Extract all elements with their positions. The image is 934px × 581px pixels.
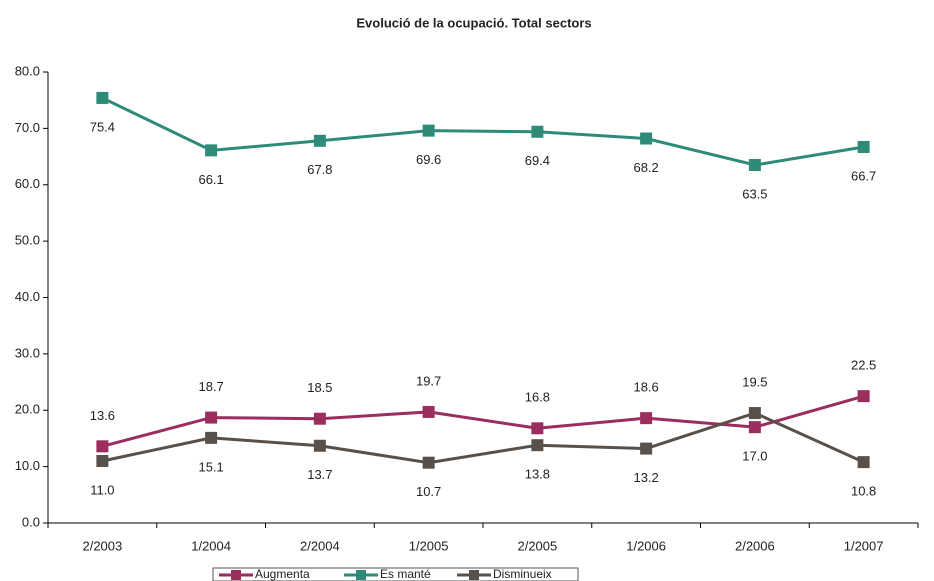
marker <box>205 411 218 424</box>
x-tick-label: 2/2004 <box>300 538 340 553</box>
data-label: 69.4 <box>525 153 550 168</box>
legend-box <box>212 567 579 581</box>
y-tick-label: 10.0 <box>15 458 40 473</box>
data-label: 10.7 <box>416 484 441 499</box>
marker <box>857 456 870 469</box>
series-line <box>101 394 865 448</box>
data-label: 75.4 <box>90 119 115 134</box>
data-label: 69.6 <box>416 152 441 167</box>
data-label: 13.7 <box>307 467 332 482</box>
y-tick-label: 60.0 <box>15 176 40 191</box>
marker <box>531 125 544 138</box>
marker <box>640 412 653 425</box>
x-tick-label: 2/2006 <box>735 538 775 553</box>
marker <box>313 439 326 452</box>
marker <box>531 422 544 435</box>
marker <box>205 431 218 444</box>
marker <box>857 390 870 403</box>
marker <box>96 440 109 453</box>
data-label: 15.1 <box>198 459 223 474</box>
marker <box>748 407 761 420</box>
chart-title: Evolució de la ocupació. Total sectors <box>356 15 591 30</box>
marker <box>748 421 761 434</box>
marker <box>640 132 653 145</box>
data-label: 13.2 <box>633 470 658 485</box>
marker <box>640 442 653 455</box>
y-tick-label: 50.0 <box>15 233 40 248</box>
y-tick-label: 20.0 <box>15 402 40 417</box>
data-label: 17.0 <box>742 449 767 464</box>
legend-label: Es manté <box>380 567 431 581</box>
data-label: 11.0 <box>90 482 114 497</box>
data-label: 63.5 <box>742 186 767 201</box>
marker <box>422 456 435 469</box>
legend-label: Augmenta <box>255 567 310 581</box>
data-label: 18.6 <box>633 380 658 395</box>
data-label: 19.5 <box>742 375 767 390</box>
marker <box>96 454 109 467</box>
x-tick-label: 2/2003 <box>82 538 122 553</box>
data-label: 68.2 <box>633 160 658 175</box>
data-label: 66.7 <box>851 168 876 183</box>
x-tick-label: 1/2004 <box>191 538 231 553</box>
marker <box>313 134 326 147</box>
legend-marker <box>469 570 479 580</box>
y-tick-label: 0.0 <box>22 514 40 529</box>
data-label: 18.5 <box>307 380 332 395</box>
x-tick-label: 1/2005 <box>409 538 449 553</box>
data-label: 10.8 <box>851 484 876 499</box>
data-label: 22.5 <box>851 358 876 373</box>
marker <box>205 144 218 157</box>
legend-marker <box>356 570 366 580</box>
data-label: 67.8 <box>307 162 332 177</box>
marker <box>313 412 326 425</box>
data-label: 16.8 <box>525 390 550 405</box>
y-tick-label: 40.0 <box>15 289 40 304</box>
data-label: 18.7 <box>198 379 223 394</box>
y-tick-label: 80.0 <box>15 63 40 78</box>
data-label: 19.7 <box>416 373 441 388</box>
x-tick-label: 1/2007 <box>844 538 884 553</box>
marker <box>857 140 870 153</box>
marker <box>96 91 109 104</box>
data-label: 66.1 <box>198 172 223 187</box>
marker <box>422 124 435 137</box>
marker <box>748 159 761 172</box>
legend-marker <box>231 570 241 580</box>
marker <box>422 405 435 418</box>
y-tick-label: 70.0 <box>15 120 40 135</box>
y-tick-label: 30.0 <box>15 345 40 360</box>
data-label: 13.8 <box>525 467 550 482</box>
legend-label: Disminueix <box>493 567 552 581</box>
marker <box>531 439 544 452</box>
series-line <box>102 411 865 465</box>
x-tick-label: 1/2006 <box>626 538 666 553</box>
x-tick-label: 2/2005 <box>517 538 557 553</box>
data-label: 13.6 <box>90 408 115 423</box>
series-line <box>101 96 864 167</box>
